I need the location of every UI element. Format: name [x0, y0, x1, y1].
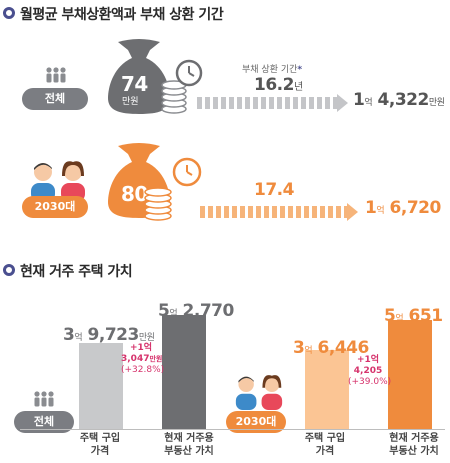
bar-current-2030: [388, 320, 432, 429]
current-label-all: 현재 거주용 부동산 가치: [164, 433, 214, 457]
purchase-label-all: 주택 구입 가격: [79, 433, 121, 457]
increase-amount-man-2030: 4,205: [353, 366, 383, 376]
person-icon: [233, 374, 285, 414]
current-label-2030: 현재 거주용 부동산 가치: [389, 433, 439, 457]
coin-stack-icon: [160, 80, 188, 118]
repay-years-2030: 17.4: [254, 180, 294, 200]
monthly-unit-all: 만원: [122, 97, 139, 107]
dashed-arrow-2030: [200, 206, 347, 218]
badge-all-housing: 전체: [14, 411, 74, 433]
clock-icon: [175, 59, 203, 91]
dashed-arrow-all: [197, 97, 337, 109]
section-title-repayment: 월평균 부채상환액과 부채 상환 기간: [20, 7, 224, 23]
increase-pct-all: (+32.8%): [121, 365, 165, 375]
purchase-label-2030: 주택 구입 가격: [304, 433, 346, 457]
monthly-value-2030: 80: [121, 182, 148, 206]
money-bag-icon: [108, 36, 170, 120]
people-icon: [33, 390, 55, 414]
bar-purchase-2030: [305, 350, 349, 429]
increase-annotation-2030: +1억 4,205 (+39.0%): [348, 355, 392, 388]
total-debt-all: 1억 4,322만원: [353, 90, 445, 110]
increase-amount-eok-2030: +1억: [356, 355, 380, 365]
section-title-housing-value: 현재 거주 주택 가치: [20, 264, 133, 280]
purchase-value-2030: 3억 6,446: [293, 338, 369, 358]
total-debt-2030: 1억 6,720: [365, 198, 441, 218]
bar-purchase-all: [79, 343, 123, 429]
purchase-value-all: 3억 9,723만원: [63, 325, 155, 345]
increase-annotation-all: +1억 3,047만원 (+32.8%): [121, 343, 165, 376]
repay-years-all: 16.2년: [254, 75, 303, 95]
baseline: [20, 429, 445, 430]
coin-stack-icon: [143, 183, 173, 225]
increase-amount-eok-all: +1억: [129, 343, 153, 353]
clock-icon: [172, 157, 202, 191]
section-bullet-2: [3, 264, 15, 276]
current-value-all: 5억 2,770: [158, 301, 234, 321]
increase-amount-man-all: 3,047만원: [121, 354, 163, 364]
badge-2030: 2030대: [22, 196, 88, 218]
increase-pct-2030: (+39.0%): [348, 377, 392, 387]
badge-all: 전체: [22, 88, 88, 110]
arrow-head-2030: [347, 203, 358, 221]
arrow-head-all: [337, 94, 348, 112]
people-icon: [45, 66, 67, 90]
current-value-2030: 5억 651: [384, 306, 443, 326]
section-bullet-1: [3, 7, 15, 19]
repay-period-label: 부채 상환 기간*: [242, 65, 303, 75]
bar-current-all: [162, 315, 206, 429]
badge-2030-housing: 2030대: [226, 411, 286, 433]
monthly-value-all: 74: [121, 72, 148, 96]
